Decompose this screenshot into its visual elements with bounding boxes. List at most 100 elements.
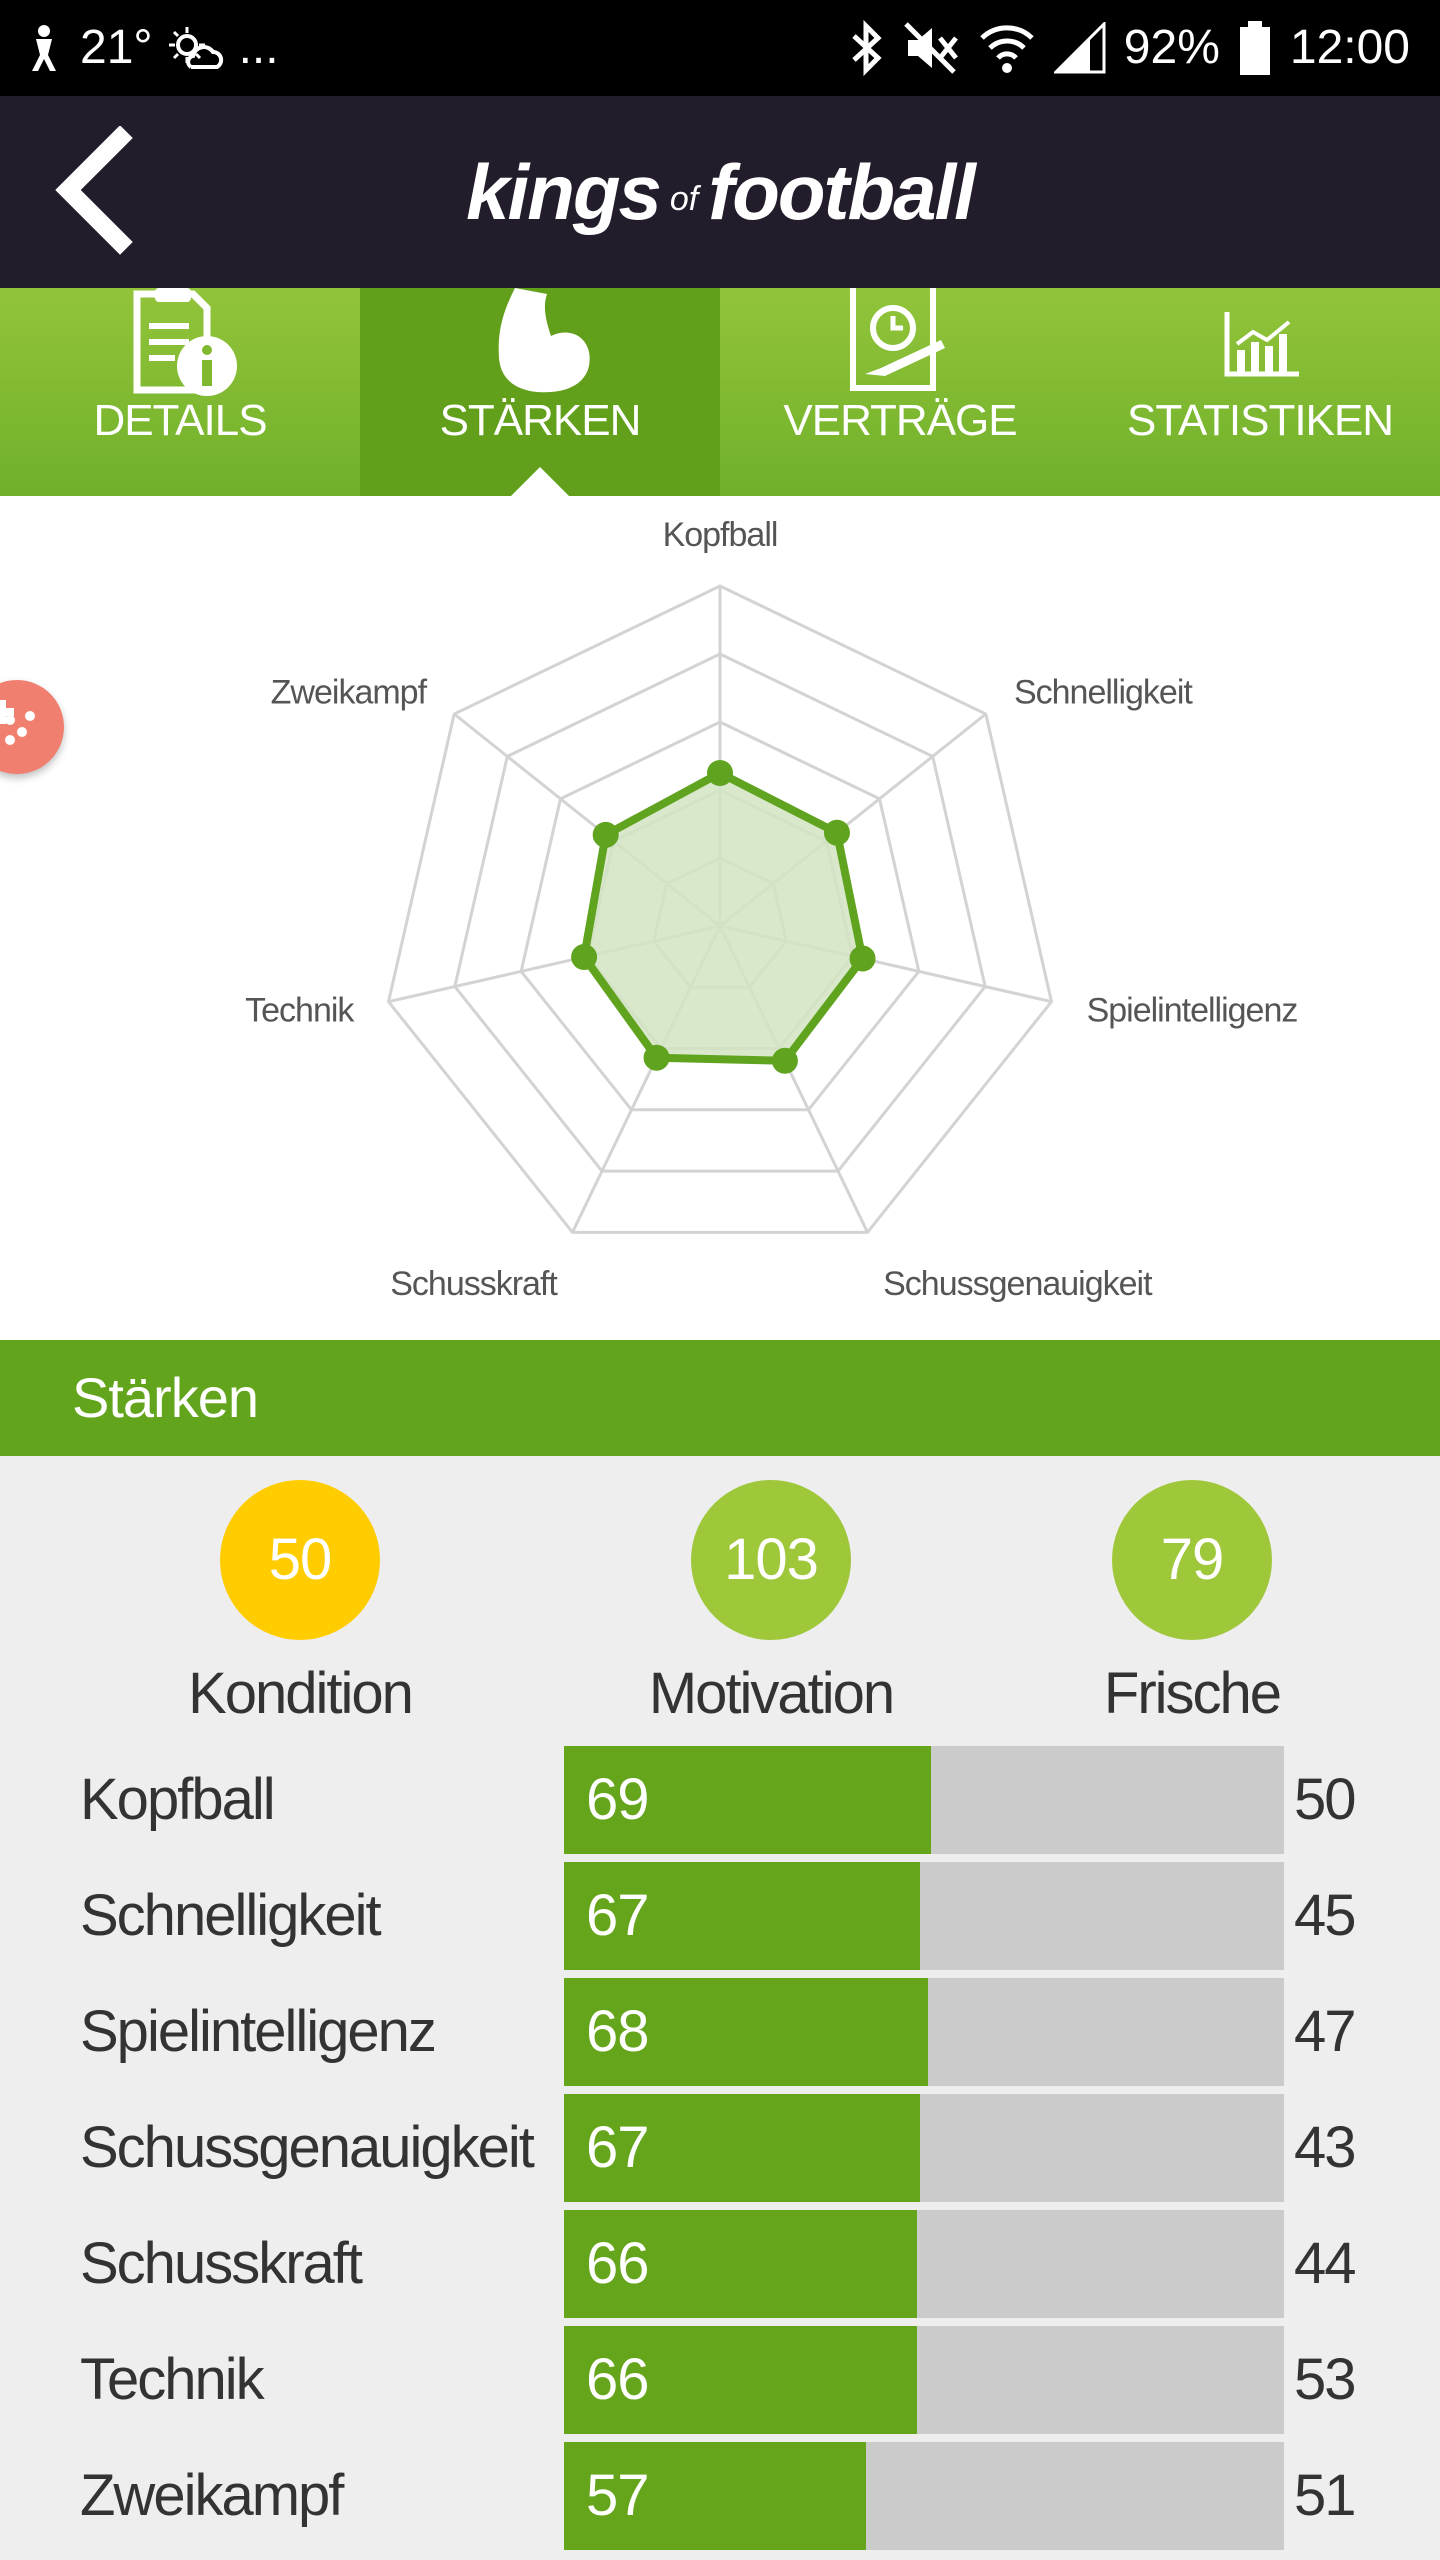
strength-name: Technik — [80, 2347, 265, 2412]
active-tab-pointer — [510, 467, 570, 497]
tab-vertraege-label: VERTRÄGE — [783, 396, 1017, 445]
stat-kondition-label: Kondition — [188, 1661, 414, 1726]
radar-axis-label-technik: Technik — [245, 992, 355, 1030]
strength-value: 57 — [586, 2463, 650, 2528]
contract-icon — [850, 288, 945, 391]
strength-name: Schnelligkeit — [80, 1883, 382, 1948]
strength-bar-fill — [564, 2094, 921, 2202]
strength-bar-fill — [564, 1862, 921, 1970]
strength-row-kopfball: Kopfball 69 50 — [0, 1746, 1440, 1862]
radar-grid-ring — [453, 652, 987, 1173]
strength-value: 66 — [586, 2231, 650, 2296]
strength-row-schusskraft: Schusskraft 66 44 — [0, 2210, 1440, 2326]
strength-bar-fill — [564, 2326, 917, 2434]
strength-list: Kopfball 69 50 Schnelligkeit 67 45 Spiel… — [0, 1746, 1440, 2558]
app-logo: kings of football — [0, 96, 1440, 288]
tab-details[interactable]: DETAILS — [0, 288, 360, 496]
strength-row-schnelligkeit: Schnelligkeit 67 45 — [0, 1862, 1440, 1978]
back-button[interactable] — [40, 125, 150, 256]
strength-value: 67 — [586, 2115, 650, 2180]
strength-compare-value: 51 — [1294, 2463, 1356, 2528]
tab-vertraege[interactable]: VERTRÄGE — [720, 288, 1080, 496]
radar-point-technik — [571, 944, 598, 971]
weather-icon — [168, 27, 223, 69]
strength-row-spielintelligenz: Spielintelligenz 68 47 — [0, 1978, 1440, 2094]
radar-point-spielintelligenz — [849, 945, 876, 972]
radar-grid-ring — [386, 584, 1054, 1234]
strength-name: Zweikampf — [80, 2463, 344, 2528]
strength-compare-value: 45 — [1294, 1883, 1356, 1948]
stat-motivation: 103 Motivation — [621, 1480, 921, 1730]
strength-bar-track: 67 — [564, 2094, 1284, 2202]
radar-chart: Kopfball Schnelligkeit Spielintelligenz Sch… — [245, 516, 1298, 1303]
strength-row-technik: Technik 66 53 — [0, 2326, 1440, 2442]
strength-bar-track: 67 — [564, 1862, 1284, 1970]
stat-frische-circle: 79 — [1112, 1480, 1272, 1640]
strength-value: 66 — [586, 2347, 650, 2412]
radar-point-schusskraft — [643, 1044, 670, 1071]
strength-row-zweikampf: Zweikampf 57 51 — [0, 2442, 1440, 2558]
battery-icon — [1239, 21, 1270, 75]
strength-compare-value: 53 — [1294, 2347, 1356, 2412]
tab-staerken-label: STÄRKEN — [439, 396, 642, 445]
signal-icon — [1053, 22, 1106, 74]
person-icon — [32, 25, 56, 71]
chart-icon — [1224, 312, 1299, 377]
stat-motivation-label: Motivation — [648, 1661, 895, 1726]
strength-compare-value: 43 — [1294, 2115, 1356, 2180]
strength-bar-track: 66 — [564, 2210, 1284, 2318]
radar-axis-label-schnelligkeit: Schnelligkeit — [1014, 674, 1193, 712]
bluetooth-icon — [852, 20, 882, 76]
status-bar: 21° ... 92% 12:00 — [0, 0, 1440, 96]
mute-icon — [904, 22, 958, 74]
strength-value: 67 — [586, 1883, 650, 1948]
radar-point-zweikampf — [592, 821, 619, 848]
strength-bar-fill — [564, 1978, 928, 2086]
radar-axis-label-zweikampf: Zweikampf — [271, 674, 428, 712]
battery-percent: 92% — [1123, 21, 1220, 74]
strength-name: Schussgenauigkeit — [80, 2115, 535, 2180]
strength-bar-fill — [564, 2210, 917, 2318]
strength-bar-track: 66 — [564, 2326, 1284, 2434]
strength-name: Kopfball — [80, 1767, 276, 1832]
strength-row-schussgenauigkeit: Schussgenauigkeit 67 43 — [0, 2094, 1440, 2210]
strength-bar-track: 69 — [564, 1746, 1284, 1854]
stat-frische-label: Frische — [1103, 1661, 1282, 1726]
stat-kondition: 50 Kondition — [150, 1480, 450, 1730]
tab-statistiken[interactable]: STATISTIKEN — [1080, 288, 1440, 496]
temperature-text: 21° — [80, 21, 153, 74]
radar-point-schnelligkeit — [823, 819, 850, 846]
radar-axis-label-schussgenauigkeit: Schussgenauigkeit — [883, 1265, 1153, 1303]
floating-action-button[interactable] — [0, 680, 64, 774]
radar-series-area — [580, 769, 867, 1065]
strength-value: 68 — [586, 1999, 650, 2064]
game-controller-icon — [0, 700, 35, 745]
wifi-icon — [980, 25, 1034, 73]
strength-bar-fill — [564, 1746, 932, 1854]
strength-compare-value: 47 — [1294, 1999, 1356, 2064]
strength-compare-value: 44 — [1294, 2231, 1356, 2296]
section-title: Stärken — [72, 1366, 259, 1429]
logo-kings: kings — [466, 147, 662, 236]
radar-axis-label-schusskraft: Schusskraft — [390, 1265, 558, 1303]
radar-chart-panel: Kopfball Schnelligkeit Spielintelligenz Sch… — [0, 496, 1440, 1340]
clock: 12:00 — [1289, 21, 1410, 74]
chevron-left-icon — [55, 125, 133, 255]
overflow-indicator: ... — [238, 21, 279, 74]
document-info-icon — [133, 288, 237, 396]
biceps-icon — [498, 288, 590, 393]
section-header: Stärken — [0, 1340, 1440, 1456]
radar-point-schussgenauigkeit — [771, 1047, 798, 1074]
strength-bar-fill — [564, 2442, 867, 2550]
stat-motivation-circle: 103 — [691, 1480, 851, 1640]
radar-grid-ring — [519, 720, 921, 1112]
tab-bar: DETAILS STÄRKEN VERTRÄGE STATISTIKEN — [0, 288, 1440, 497]
logo-of: of — [669, 179, 699, 218]
tab-details-label: DETAILS — [93, 396, 267, 445]
strength-name: Spielintelligenz — [80, 1999, 437, 2064]
tab-staerken[interactable]: STÄRKEN — [360, 288, 720, 497]
strength-value: 69 — [586, 1767, 650, 1832]
logo-football: football — [708, 147, 976, 236]
radar-point-kopfball — [707, 760, 733, 786]
strength-compare-value: 50 — [1294, 1767, 1356, 1832]
